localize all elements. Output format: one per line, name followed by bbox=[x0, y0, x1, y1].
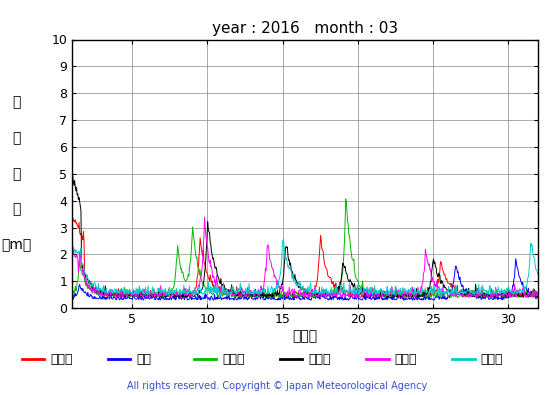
唐桑 bbox=[535, 294, 542, 299]
屋久島 bbox=[405, 291, 411, 295]
屋久島 bbox=[535, 272, 542, 276]
屋久島 bbox=[69, 249, 75, 254]
Text: 唐桑: 唐桑 bbox=[136, 353, 151, 366]
Text: 有: 有 bbox=[12, 96, 21, 110]
Text: 屋久島: 屋久島 bbox=[480, 353, 503, 366]
石廀崎 bbox=[404, 293, 411, 298]
生月島 bbox=[535, 292, 542, 297]
唐桑 bbox=[512, 256, 519, 261]
X-axis label: （日）: （日） bbox=[292, 329, 318, 343]
経ヶ岸 bbox=[286, 263, 293, 267]
上ノ国 bbox=[69, 215, 75, 220]
石廀崎 bbox=[285, 292, 292, 297]
上ノ国 bbox=[535, 295, 542, 300]
屋久島 bbox=[268, 285, 274, 290]
石廀崎 bbox=[69, 293, 75, 298]
Text: 義: 義 bbox=[12, 131, 21, 145]
上ノ国 bbox=[415, 291, 422, 296]
経ヶ岸 bbox=[405, 291, 411, 295]
Title: year : 2016   month : 03: year : 2016 month : 03 bbox=[212, 21, 398, 36]
経ヶ岸 bbox=[260, 295, 267, 300]
生月島 bbox=[201, 215, 208, 220]
Text: （m）: （m） bbox=[2, 238, 32, 252]
Text: All rights reserved. Copyright © Japan Meteorological Agency: All rights reserved. Copyright © Japan M… bbox=[128, 381, 427, 391]
Line: 生月島: 生月島 bbox=[72, 217, 538, 297]
上ノ国 bbox=[70, 218, 77, 222]
上ノ国 bbox=[130, 295, 137, 300]
上ノ国 bbox=[404, 293, 411, 297]
屋久島 bbox=[416, 292, 422, 296]
上ノ国 bbox=[269, 294, 275, 299]
経ヶ岸 bbox=[69, 174, 76, 179]
Line: 経ヶ岸: 経ヶ岸 bbox=[72, 177, 538, 297]
唐桑 bbox=[70, 292, 77, 297]
石廀崎 bbox=[428, 295, 435, 300]
経ヶ岸 bbox=[535, 295, 542, 299]
唐桑 bbox=[269, 297, 275, 301]
唐桑 bbox=[69, 294, 75, 299]
Text: 波: 波 bbox=[12, 167, 21, 181]
屋久島 bbox=[70, 248, 77, 253]
経ヶ岸 bbox=[269, 290, 276, 295]
唐桑 bbox=[207, 298, 214, 303]
経ヶ岸 bbox=[69, 176, 75, 181]
屋久島 bbox=[134, 288, 141, 293]
屋久島 bbox=[280, 237, 286, 242]
石廀崎 bbox=[415, 292, 422, 297]
石廀崎 bbox=[134, 292, 141, 297]
経ヶ岸 bbox=[72, 178, 78, 183]
唐桑 bbox=[134, 296, 141, 301]
生月島 bbox=[286, 285, 292, 290]
石廀崎 bbox=[535, 290, 542, 294]
Line: 屋久島: 屋久島 bbox=[72, 240, 538, 295]
Line: 石廀崎: 石廀崎 bbox=[72, 199, 538, 297]
生月島 bbox=[269, 264, 275, 269]
生月島 bbox=[134, 294, 141, 299]
Text: 上ノ国: 上ノ国 bbox=[50, 353, 73, 366]
上ノ国 bbox=[286, 290, 292, 295]
生月島 bbox=[69, 244, 75, 249]
Text: 生月島: 生月島 bbox=[394, 353, 417, 366]
屋久島 bbox=[356, 292, 362, 297]
生月島 bbox=[415, 288, 422, 293]
Text: 経ヶ岸: 経ヶ岸 bbox=[308, 353, 331, 366]
石廀崎 bbox=[342, 197, 349, 201]
唐桑 bbox=[404, 297, 411, 302]
経ヶ岸 bbox=[416, 289, 422, 294]
屋久島 bbox=[286, 267, 292, 271]
石廀崎 bbox=[70, 292, 77, 296]
Text: 高: 高 bbox=[12, 202, 21, 216]
生月島 bbox=[473, 295, 480, 300]
上ノ国 bbox=[135, 293, 142, 298]
Line: 上ノ国: 上ノ国 bbox=[72, 217, 538, 297]
Line: 唐桑: 唐桑 bbox=[72, 259, 538, 300]
唐桑 bbox=[415, 295, 422, 299]
生月島 bbox=[404, 294, 411, 299]
生月島 bbox=[70, 252, 77, 257]
石廀崎 bbox=[268, 293, 274, 298]
Text: 石廀崎: 石廀崎 bbox=[222, 353, 245, 366]
経ヶ岸 bbox=[135, 295, 142, 299]
唐桑 bbox=[286, 297, 292, 302]
